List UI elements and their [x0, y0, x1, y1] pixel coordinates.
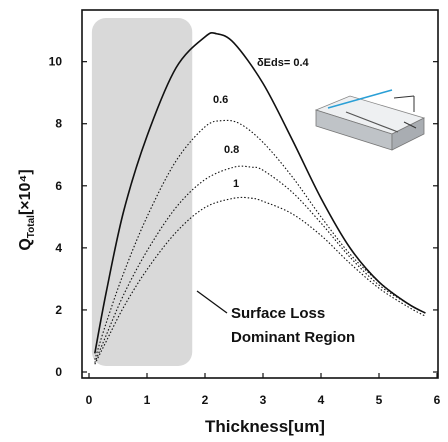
- x-tick-label: 4: [318, 393, 325, 407]
- annotation-line-1: Surface Loss: [231, 305, 325, 322]
- series-line-0: [94, 31, 426, 354]
- x-tick-label: 1: [144, 393, 151, 407]
- annotation-line-2: Dominant Region: [231, 329, 355, 346]
- y-tick-label: 2: [55, 303, 62, 317]
- y-tick-label: 10: [49, 55, 63, 69]
- series-label-1: 1: [233, 178, 239, 190]
- series-line-3: [94, 196, 426, 365]
- series-line-1: [94, 119, 426, 360]
- series-layer: [94, 31, 426, 365]
- y-tick-label: 4: [55, 241, 62, 255]
- plot-frame: [81, 9, 439, 379]
- x-tick-label: 2: [202, 393, 209, 407]
- y-tick-label: 6: [55, 179, 62, 193]
- x-tick-label: 5: [376, 393, 383, 407]
- series-label-0.8: 0.8: [224, 144, 239, 156]
- x-tick-label: 3: [260, 393, 267, 407]
- y-tick-label: 8: [55, 117, 62, 131]
- x-tick-label: 0: [86, 393, 93, 407]
- x-axis-label: Thickness[um]: [205, 417, 325, 436]
- y-tick-label: 0: [55, 365, 62, 379]
- x-tick-label: 6: [434, 393, 441, 407]
- ticks-layer: 0 1 2 3 4 5 6 0 2 4 6 8 10: [49, 55, 441, 407]
- surface-loss-region: [91, 18, 193, 366]
- series-label-0.6: 0.6: [213, 94, 228, 106]
- series-label-0.4: δEds= 0.4: [257, 57, 309, 69]
- y-axis-label-unit: [×10⁴]: [17, 169, 34, 215]
- device-schematic-icon: [314, 89, 426, 151]
- y-axis-label-sub: Total: [26, 215, 37, 238]
- annotation-arrow: [196, 290, 228, 314]
- y-axis-label: QTotal[×10⁴]: [17, 169, 37, 250]
- y-axis-label-main: Q: [17, 238, 34, 250]
- series-line-2: [94, 165, 426, 363]
